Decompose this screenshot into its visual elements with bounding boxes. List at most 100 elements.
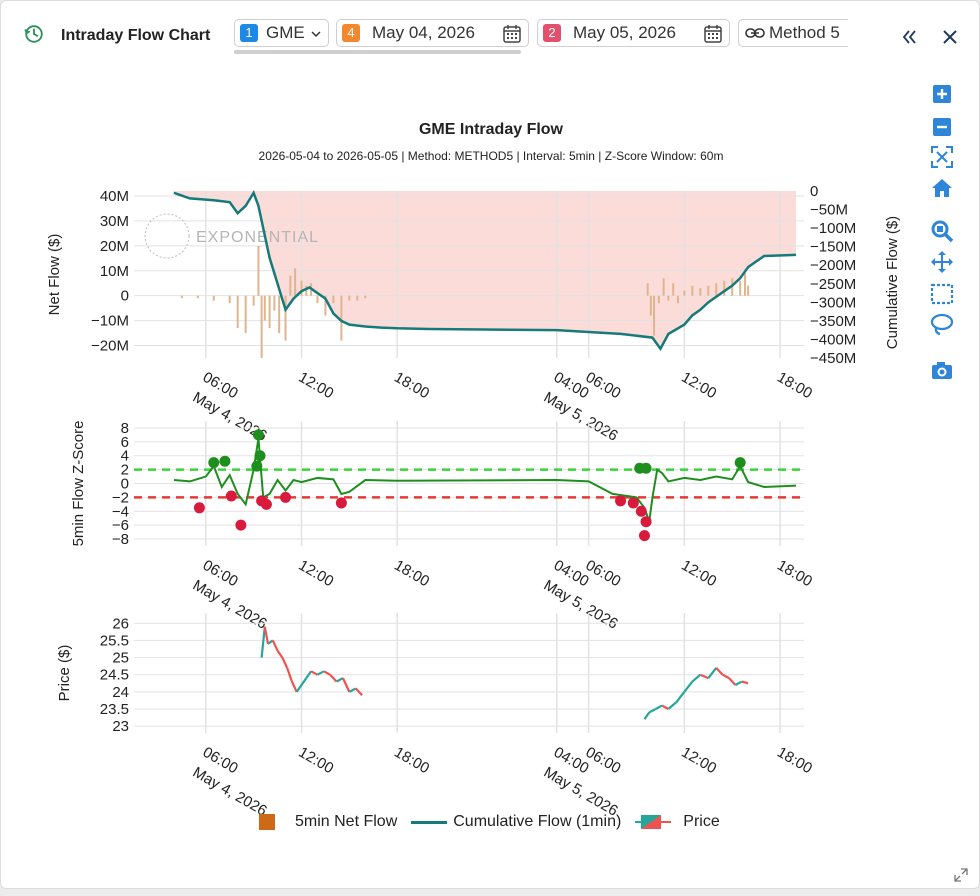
netflow-bar (657, 295, 660, 304)
price-segment (655, 704, 663, 710)
netflow-bar (649, 295, 652, 316)
pan-icon[interactable] (929, 249, 955, 275)
close-icon[interactable] (941, 28, 959, 46)
price-segment (728, 677, 737, 686)
resize-icon[interactable] (953, 867, 969, 883)
netflow-bar (676, 295, 679, 304)
netflow-bar (212, 295, 215, 301)
netflow-bar (257, 245, 260, 296)
zscore-positive-point (254, 450, 266, 462)
price-segment (348, 687, 357, 693)
camera-icon[interactable] (929, 357, 955, 383)
end-date-badge: 2 (543, 24, 561, 42)
y2-tick-label: −50M (810, 202, 848, 219)
calendar-icon[interactable] (703, 24, 723, 44)
netflow-bar (683, 290, 686, 296)
y-tick-label: 4 (121, 448, 129, 465)
history-icon (24, 25, 43, 43)
x-tick-label: 06:00 (200, 557, 241, 590)
chart-title: GME Intraday Flow (419, 121, 564, 138)
x-tick-label: 06:00 (200, 744, 241, 777)
x-tick-label: 06:00 (583, 744, 624, 777)
price-segment (699, 673, 709, 680)
window-title: Intraday Flow Chart (61, 27, 211, 44)
x-tick-label: 18:00 (774, 557, 815, 590)
cumulative-shaded-area (173, 191, 797, 349)
x-tick-label: 12:00 (296, 557, 337, 590)
x-tick-date-label: May 5, 2026 (541, 577, 621, 633)
zoom-icon[interactable] (929, 218, 955, 244)
price-segment (300, 677, 308, 686)
ticker-select[interactable]: 1 GME (234, 19, 329, 47)
y-tick-label: −6 (112, 517, 129, 534)
window-header: Intraday Flow Chart 1 GME 4 May 04, 2026… (1, 1, 979, 67)
y2-tick-label: −150M (810, 239, 856, 256)
collapse-icon[interactable] (901, 28, 919, 46)
zscore-negative-point (235, 519, 247, 531)
y-tick-label: 20M (100, 238, 129, 255)
zscore-positive-point (640, 462, 652, 474)
zscore-negative-point (635, 505, 647, 517)
legend-label-cumulative[interactable]: Cumulative Flow (1min) (453, 813, 622, 830)
calendar-icon[interactable] (502, 24, 522, 44)
legend-label-netflow[interactable]: 5min Net Flow (295, 813, 398, 830)
x-tick-label: 18:00 (774, 744, 815, 777)
price-segment (267, 639, 274, 645)
x-tick-label: 12:00 (296, 369, 337, 402)
price-segment (305, 670, 312, 679)
y-tick-label: 10M (100, 263, 129, 280)
y-tick-label: 24.5 (100, 667, 129, 684)
method-value: Method 5 (769, 23, 840, 42)
netflow-bar (273, 295, 276, 311)
netflow-bar (260, 295, 263, 358)
zscore-negative-point (256, 495, 268, 507)
price-segment (316, 670, 325, 676)
home-icon[interactable] (929, 175, 955, 201)
price-segment (323, 670, 331, 676)
legend-swatch-cumulative (411, 820, 448, 824)
x-tick-label: 04:00 (551, 369, 592, 402)
netflow-bar (646, 283, 649, 296)
end-date-picker[interactable]: 2 May 05, 2026 (537, 19, 730, 47)
price-segment (263, 626, 270, 645)
netflow-bar (739, 280, 742, 296)
method-select[interactable]: Method 5 (738, 19, 848, 47)
netflow-bar (731, 278, 734, 296)
zscore-negative-point (193, 502, 205, 514)
zoom-out-icon[interactable] (929, 114, 955, 140)
netflow-bar (294, 268, 297, 296)
y2-tick-label: −100M (810, 220, 856, 237)
y2-tick-label: −400M (810, 331, 856, 348)
link-icon (745, 28, 765, 38)
x-tick-label: 06:00 (200, 369, 241, 402)
zscore-positive-point (252, 429, 264, 441)
autoscale-icon[interactable] (929, 144, 955, 170)
y2-tick-label: −250M (810, 276, 856, 293)
legend-label-price[interactable]: Price (683, 813, 720, 830)
box-select-icon[interactable] (929, 281, 955, 307)
y-tick-label: 23.5 (100, 701, 129, 718)
zscore-negative-point (627, 497, 639, 509)
y-tick-label: 6 (121, 434, 129, 451)
netflow-bar (364, 295, 367, 299)
x-tick-label: 12:00 (678, 557, 719, 590)
x-tick-label: 06:00 (583, 557, 624, 590)
lasso-select-icon[interactable] (929, 312, 955, 338)
x-tick-date-label: May 4, 2026 (190, 577, 270, 633)
zoom-in-icon[interactable] (929, 81, 955, 107)
zscore-positive-point (208, 457, 220, 469)
cumulative-flow-line (173, 190, 797, 352)
netflow-bar (305, 285, 308, 296)
start-date-value: May 04, 2026 (372, 23, 476, 42)
start-date-picker[interactable]: 4 May 04, 2026 (336, 19, 529, 47)
y-tick-label: 2 (121, 462, 129, 479)
y2-axis-title: Cumulative Flow ($) (884, 216, 901, 349)
y2-tick-label: −200M (810, 257, 856, 274)
zscore-positive-point (634, 462, 646, 474)
price-segment (276, 650, 284, 659)
price-segment (295, 684, 303, 693)
toolbar-scrollbar[interactable] (234, 50, 521, 54)
x-tick-date-label: May 5, 2026 (541, 389, 621, 445)
zscore-positive-point (219, 455, 231, 467)
y2-tick-label: 0 (810, 183, 818, 200)
